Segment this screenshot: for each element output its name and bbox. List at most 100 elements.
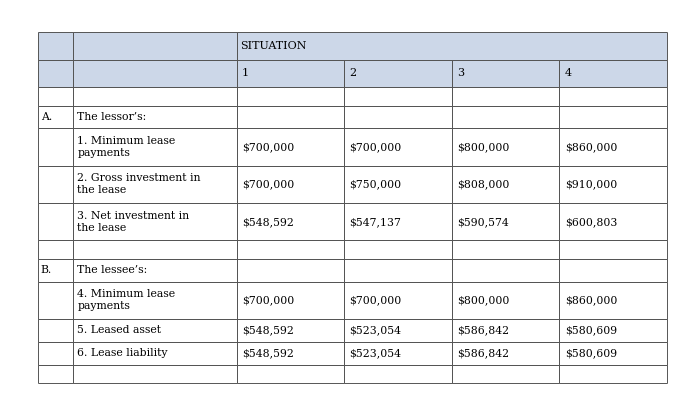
Text: 3: 3 [457, 68, 464, 78]
Bar [452, 240, 559, 259]
Bar [236, 59, 344, 87]
Text: $580,609: $580,609 [565, 325, 617, 336]
Text: $548,592: $548,592 [242, 348, 294, 358]
Bar [73, 203, 236, 241]
Bar [236, 128, 344, 166]
Bar [73, 128, 236, 166]
Bar [38, 282, 73, 319]
Bar [38, 203, 73, 241]
Bar [559, 319, 667, 342]
Bar [559, 240, 667, 259]
Text: $548,592: $548,592 [242, 217, 294, 227]
Text: 6. Lease liability: 6. Lease liability [77, 348, 168, 358]
Text: $586,842: $586,842 [457, 325, 509, 336]
Bar [452, 342, 559, 365]
Bar [559, 128, 667, 166]
Bar [73, 59, 236, 87]
Text: 3. Net investment in
the lease: 3. Net investment in the lease [77, 211, 189, 233]
Text: B.: B. [41, 265, 52, 275]
Bar [344, 128, 452, 166]
Bar [73, 32, 236, 59]
Bar [344, 319, 452, 342]
Text: $523,054: $523,054 [350, 348, 401, 358]
Bar [452, 59, 559, 87]
Bar [344, 259, 452, 282]
Bar [73, 319, 236, 342]
Bar [236, 319, 344, 342]
Bar [344, 59, 452, 87]
Text: $800,000: $800,000 [457, 295, 509, 305]
Text: $700,000: $700,000 [242, 142, 294, 152]
Text: 2. Gross investment in
the lease: 2. Gross investment in the lease [77, 174, 201, 196]
Text: A.: A. [41, 112, 52, 122]
Bar [452, 87, 559, 106]
Bar [236, 203, 344, 241]
Bar [559, 166, 667, 203]
Text: 4: 4 [565, 68, 572, 78]
Bar [73, 106, 236, 128]
Text: The lessor’s:: The lessor’s: [77, 112, 146, 122]
Bar [236, 106, 344, 128]
Bar [38, 240, 73, 259]
Text: $860,000: $860,000 [565, 295, 617, 305]
Bar [559, 282, 667, 319]
Bar [236, 342, 344, 365]
Text: 2: 2 [350, 68, 357, 78]
Bar [344, 342, 452, 365]
Bar [73, 365, 236, 383]
Bar [344, 365, 452, 383]
Bar [559, 59, 667, 87]
Bar [38, 59, 73, 87]
Bar [559, 87, 667, 106]
Bar [38, 259, 73, 282]
Bar [38, 166, 73, 203]
Text: $590,574: $590,574 [457, 217, 509, 227]
Bar [73, 240, 236, 259]
Bar [559, 259, 667, 282]
Text: 1. Minimum lease
payments: 1. Minimum lease payments [77, 136, 176, 158]
Text: $586,842: $586,842 [457, 348, 509, 358]
Text: $750,000: $750,000 [350, 180, 401, 190]
Bar [452, 259, 559, 282]
Bar [38, 106, 73, 128]
Bar [559, 365, 667, 383]
Text: $910,000: $910,000 [565, 180, 617, 190]
Bar [452, 319, 559, 342]
Bar [73, 166, 236, 203]
Bar [73, 342, 236, 365]
Bar [452, 166, 559, 203]
Text: $800,000: $800,000 [457, 142, 509, 152]
Text: $700,000: $700,000 [242, 295, 294, 305]
Text: SITUATION: SITUATION [240, 41, 307, 51]
Text: $860,000: $860,000 [565, 142, 617, 152]
Bar [236, 166, 344, 203]
Bar [559, 342, 667, 365]
Bar [38, 87, 73, 106]
Bar [344, 240, 452, 259]
Bar [73, 282, 236, 319]
Bar [452, 128, 559, 166]
Text: The lessee’s:: The lessee’s: [77, 265, 148, 275]
Bar [344, 166, 452, 203]
Bar [73, 259, 236, 282]
Bar [38, 32, 73, 59]
Bar [452, 203, 559, 241]
Bar [559, 106, 667, 128]
Text: $600,803: $600,803 [565, 217, 617, 227]
Text: $580,609: $580,609 [565, 348, 617, 358]
Bar [344, 203, 452, 241]
Bar [344, 87, 452, 106]
Bar [236, 365, 344, 383]
Text: 5. Leased asset: 5. Leased asset [77, 325, 162, 336]
Text: $700,000: $700,000 [350, 295, 402, 305]
Bar [236, 87, 344, 106]
Bar [38, 319, 73, 342]
Bar [73, 87, 236, 106]
Text: $547,137: $547,137 [350, 217, 401, 227]
Bar [236, 240, 344, 259]
Bar [452, 282, 559, 319]
Text: $523,054: $523,054 [350, 325, 401, 336]
Text: 4. Minimum lease
payments: 4. Minimum lease payments [77, 289, 176, 311]
Text: 1: 1 [242, 68, 249, 78]
Text: $548,592: $548,592 [242, 325, 294, 336]
